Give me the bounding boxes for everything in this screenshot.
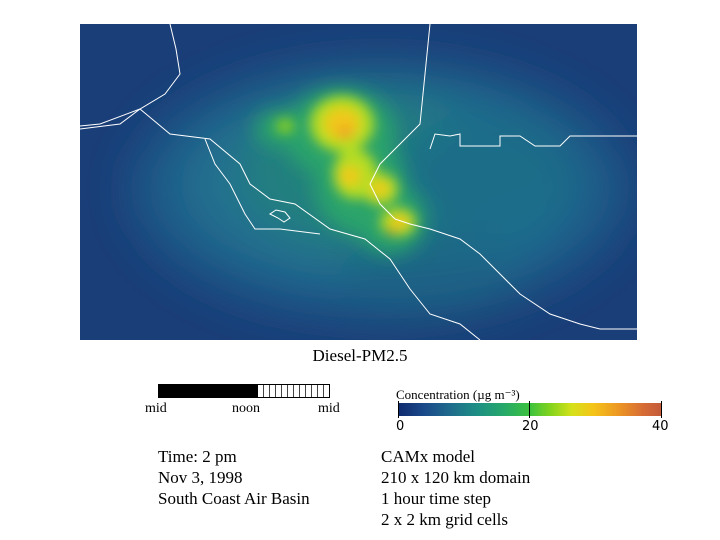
colorbar [398, 403, 662, 416]
timeline-label-noon: noon [232, 401, 260, 416]
colorbar-label-20: 20 [522, 419, 539, 434]
map-title: Diesel-PM2.5 [312, 346, 408, 365]
concentration-map [80, 24, 637, 340]
colorbar-label-40: 40 [652, 419, 669, 434]
colorbar-tick-20 [529, 401, 530, 418]
time-of-day-bar [158, 384, 330, 398]
model-line: 210 x 120 km domain [381, 468, 531, 487]
colorbar-tick-0 [398, 401, 399, 418]
info-date: Nov 3, 1998 [158, 468, 243, 487]
colorbar-tick-40 [661, 401, 662, 418]
info-time: Time: 2 pm [158, 447, 237, 466]
time-remaining-ticks [257, 385, 329, 397]
colorbar-title: Concentration (µg m⁻³) [396, 387, 520, 402]
timeline-label-start: mid [145, 401, 167, 416]
map-graphic [80, 24, 637, 340]
timeline-label-end: mid [318, 401, 340, 416]
model-line: CAMx model [381, 447, 475, 466]
boundary-lines [80, 24, 637, 340]
model-line: 2 x 2 km grid cells [381, 510, 509, 529]
colorbar-label-0: 0 [396, 419, 405, 434]
model-line: 1 hour time step [381, 489, 492, 508]
time-elapsed-fill [159, 385, 258, 397]
info-region: South Coast Air Basin [158, 489, 310, 508]
